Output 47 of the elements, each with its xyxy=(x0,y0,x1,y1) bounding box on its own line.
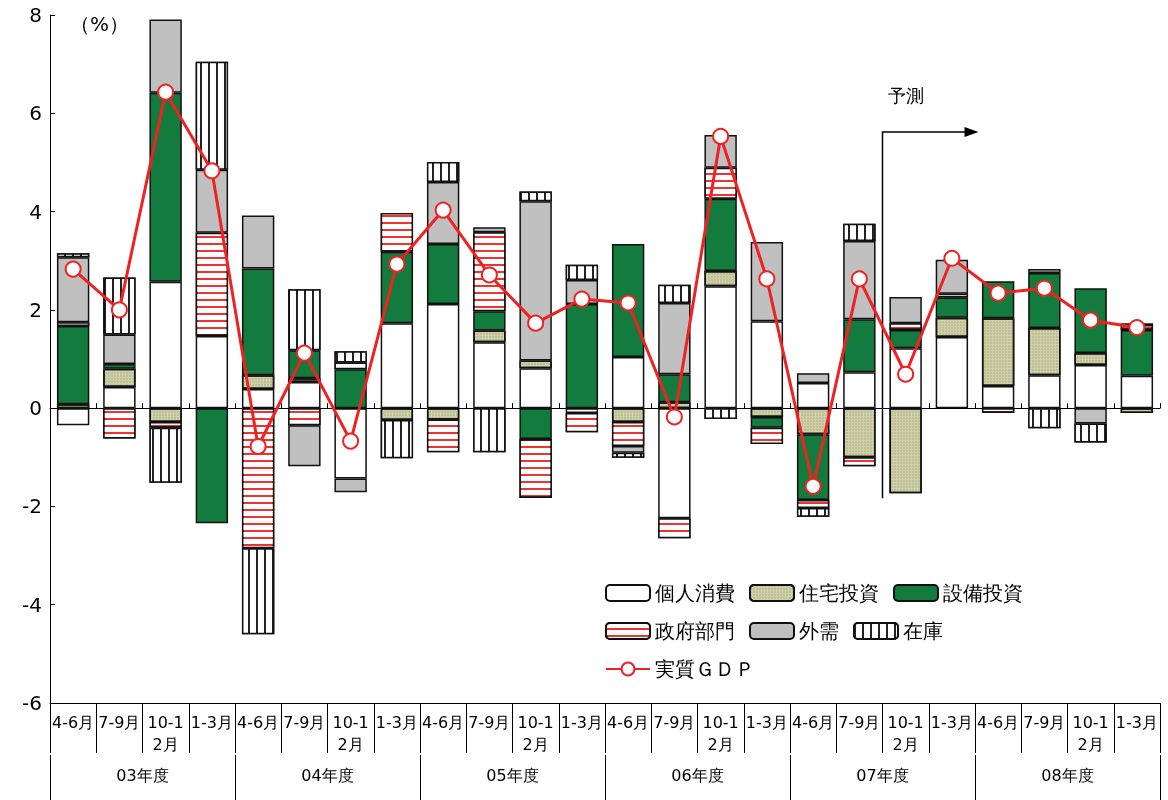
x-tick-label: 7-9月 xyxy=(1023,712,1066,732)
x-tick-label: 4-6月 xyxy=(422,712,465,732)
x-tick-label: 7-9月 xyxy=(468,712,511,732)
legend-label: 実質ＧＤＰ xyxy=(655,657,755,681)
text: 08年度 xyxy=(1041,765,1094,785)
y-tick-label: -4 xyxy=(22,592,42,617)
text: 04年度 xyxy=(301,765,354,785)
y-tick-label: -2 xyxy=(22,494,42,519)
x-tick-label: 10-12月 xyxy=(1072,712,1109,754)
x-tick-label: 10-12月 xyxy=(887,712,924,754)
y-tick-label: 4 xyxy=(29,199,42,224)
x-tick-label: 7-9月 xyxy=(653,712,696,732)
x-tick-label: 1-3月 xyxy=(745,712,788,732)
x-tick-label: 4-6月 xyxy=(237,712,280,732)
y-tick-label: 6 xyxy=(29,101,42,126)
x-tick-label: 1-3月 xyxy=(560,712,603,732)
legend-label: 設備投資 xyxy=(943,581,1023,605)
text: 06年度 xyxy=(671,765,724,785)
x-tick-label: 7-9月 xyxy=(98,712,141,732)
text: 03年度 xyxy=(116,765,169,785)
x-tick-label: 1-3月 xyxy=(190,712,233,732)
legend-label: 政府部門 xyxy=(655,619,735,643)
x-tick-label: 10-12月 xyxy=(147,712,184,754)
legend-label: 在庫 xyxy=(903,619,943,643)
x-tick-label: 4-6月 xyxy=(792,712,835,732)
x-tick-label: 4-6月 xyxy=(52,712,95,732)
x-tick-label: 10-12月 xyxy=(517,712,554,754)
legend-label: 外需 xyxy=(799,619,839,643)
x-tick-label: 4-6月 xyxy=(607,712,650,732)
annotation: 予測 xyxy=(887,84,924,106)
x-tick-label: 1-3月 xyxy=(375,712,418,732)
y-tick-label: 2 xyxy=(29,297,42,322)
y-axis-title: （%） xyxy=(70,12,130,36)
y-tick-label: 8 xyxy=(29,3,42,27)
y-tick-label: -6 xyxy=(22,691,42,715)
x-tick-label: 4-6月 xyxy=(977,712,1020,732)
x-tick-label: 1-3月 xyxy=(930,712,973,732)
x-tick-label: 10-12月 xyxy=(702,712,739,754)
legend-label: 個人消費 xyxy=(655,581,735,605)
text: 07年度 xyxy=(856,765,909,785)
x-tick-label: 10-12月 xyxy=(332,712,369,754)
legend-label: 住宅投資 xyxy=(798,581,879,605)
y-tick-label: 0 xyxy=(29,396,42,421)
text: 05年度 xyxy=(486,765,539,785)
x-tick-label: 7-9月 xyxy=(283,712,326,732)
x-tick-label: 1-3月 xyxy=(1115,712,1158,732)
x-tick-label: 7-9月 xyxy=(838,712,881,732)
